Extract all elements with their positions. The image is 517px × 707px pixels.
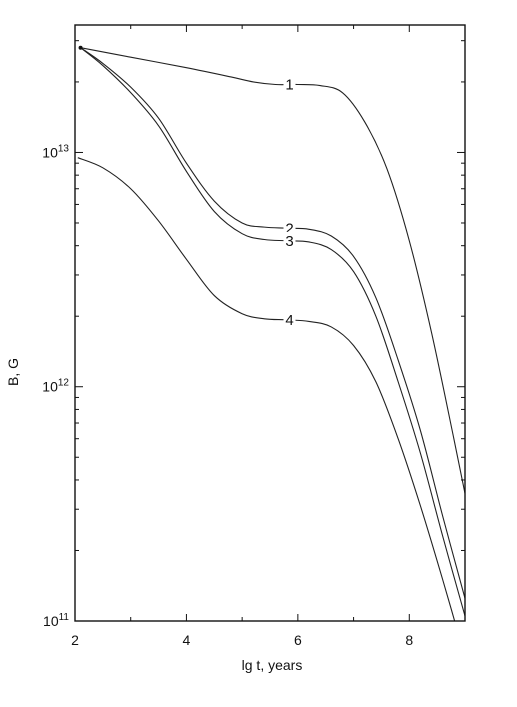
plot-area: 1 23 4 [77, 45, 465, 621]
series-3-label: 3 [285, 233, 293, 250]
x-axis: 2 4 6 8 [71, 25, 466, 648]
y-axis-label: B, G [5, 358, 21, 386]
y-tick-label: 1011 [43, 612, 69, 629]
x-tick-label: 6 [294, 632, 302, 648]
x-tick-label: 2 [71, 632, 79, 648]
y-tick-exponent: 11 [59, 612, 70, 623]
x-axis-label: lg t, years [242, 657, 303, 673]
series-2-line [80, 47, 465, 599]
y-tick-base: 10 [43, 613, 59, 629]
series-label-background [283, 231, 296, 250]
series-1-label: 1 [285, 77, 293, 94]
start-point-marker [78, 45, 83, 50]
y-tick-exponent: 12 [58, 378, 70, 389]
series-2-label: 2 [285, 220, 293, 237]
y-tick-label: 1012 [42, 378, 69, 395]
plot-frame [74, 24, 466, 622]
series-3-line [80, 47, 465, 617]
series-1-line [80, 47, 465, 494]
series-4-label: 4 [285, 312, 293, 329]
y-tick-base: 10 [42, 144, 58, 160]
y-tick-base: 10 [42, 379, 58, 395]
x-tick-label: 4 [183, 632, 191, 648]
x-tick-label: 8 [405, 632, 413, 648]
y-tick-label: 1013 [42, 143, 69, 160]
series-label-background [283, 311, 296, 330]
series-label-background [283, 75, 296, 94]
y-tick-exponent: 13 [58, 143, 70, 154]
